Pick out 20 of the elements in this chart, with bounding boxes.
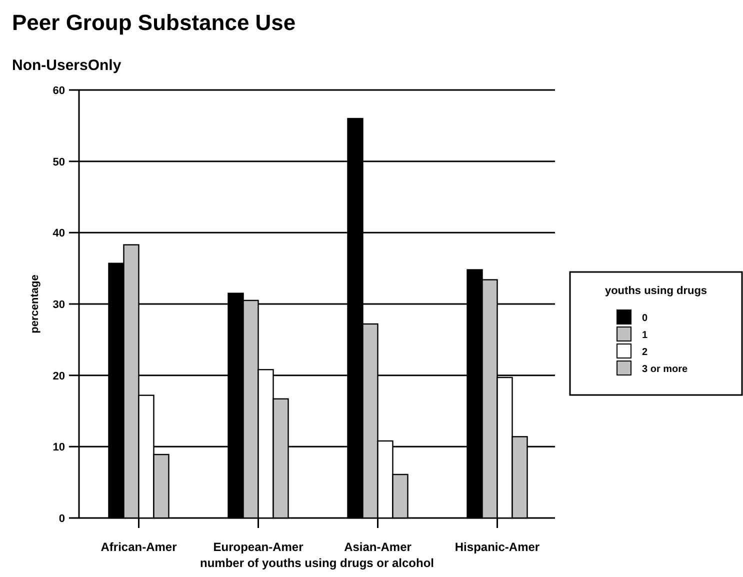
x-tick-label: Asian-Amer xyxy=(344,540,412,554)
legend-label: 2 xyxy=(642,347,648,358)
legend-label: 3 or more xyxy=(642,364,688,375)
x-tick-label: Hispanic-Amer xyxy=(454,540,540,554)
y-tick-label: 20 xyxy=(52,370,65,382)
legend-label: 0 xyxy=(642,313,648,324)
x-tick-label: European-Amer xyxy=(213,540,304,554)
x-axis-title: number of youths using drugs or alcohol xyxy=(200,556,434,570)
y-tick-label: 0 xyxy=(58,513,65,525)
x-tick-label: African-Amer xyxy=(100,540,178,554)
y-tick-label: 30 xyxy=(52,299,65,311)
y-axis-title: percentage xyxy=(29,274,41,334)
chart-title: Peer Group Substance Use xyxy=(12,10,296,35)
legend-label: 1 xyxy=(642,330,648,341)
y-tick-label: 60 xyxy=(52,85,65,97)
y-tick-label: 10 xyxy=(52,442,65,454)
y-tick-label: 40 xyxy=(52,228,65,240)
chart-subtitle: Non-UsersOnly xyxy=(12,57,122,74)
legend-title: youths using drugs xyxy=(604,285,708,297)
y-tick-label: 50 xyxy=(52,156,65,168)
